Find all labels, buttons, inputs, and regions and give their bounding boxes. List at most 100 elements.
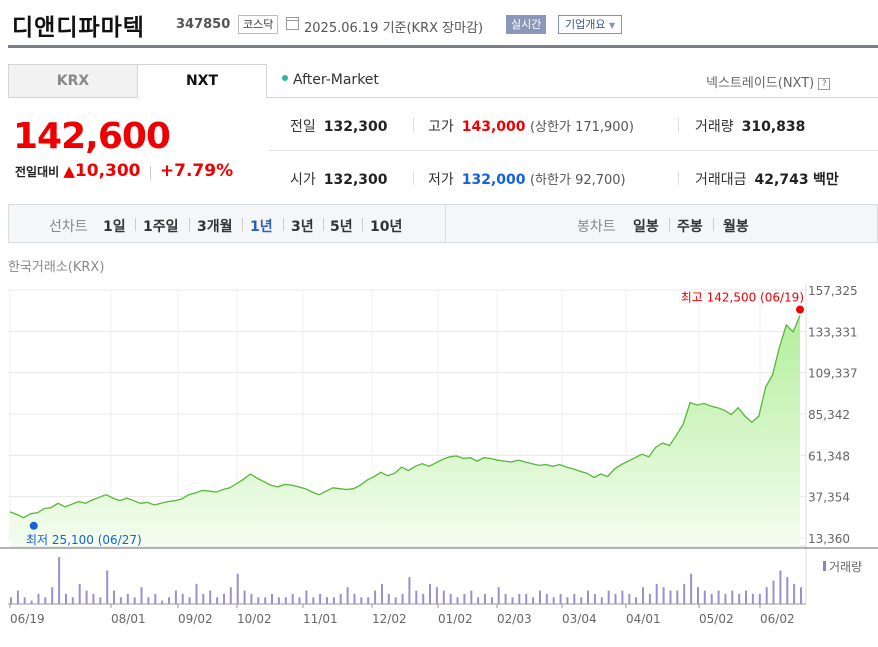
stat-value: 143,000 [461, 119, 526, 135]
y-tick-label: 133,331 [808, 325, 858, 339]
volume-bar [731, 590, 734, 604]
volume-bar [779, 570, 782, 604]
x-tick-label: 03/04 [562, 612, 597, 626]
volume-bar [257, 597, 260, 604]
volume-bar [188, 597, 191, 604]
volume-bar [85, 590, 88, 604]
tab-divider [266, 97, 878, 98]
stat-unit: 백만 [813, 172, 839, 188]
volume-bar [243, 590, 246, 604]
volume-bar [353, 593, 356, 604]
candle-monthly[interactable]: 월봉 [723, 219, 749, 235]
volume-bar [30, 600, 33, 604]
candle-daily[interactable]: 일봉 [633, 219, 659, 235]
period-1d[interactable]: 1일 [103, 219, 126, 235]
volume-bar [140, 587, 143, 604]
volume-bar [209, 590, 212, 604]
stat-value: 132,300 [323, 172, 388, 188]
stat-value: 132,000 [461, 172, 526, 188]
period-3y[interactable]: 3년 [291, 219, 314, 235]
volume-bar [662, 587, 665, 604]
volume-bar [532, 597, 535, 604]
volume-bar [250, 593, 253, 604]
volume-bar [772, 580, 775, 604]
market-tabs: KRX NXT [8, 64, 268, 98]
divider [669, 218, 670, 231]
y-axis: 157,325 133,331 109,337 85,342 61,348 37,354 1… [808, 284, 858, 546]
volume-bar [484, 593, 486, 604]
base-date: 2025.06.19 기준(KRX 장마감) [304, 21, 484, 36]
min-label: 최저 25,100 (06/27) [26, 533, 142, 547]
volume-bar [387, 593, 390, 604]
help-icon[interactable]: ? [818, 77, 831, 90]
volume-bar [332, 597, 335, 604]
volume-bar [614, 593, 617, 604]
change-label: 전일대비 [15, 165, 60, 179]
volume-bar [126, 593, 129, 604]
volume-bar [298, 597, 301, 604]
volume-bar [422, 593, 425, 604]
stat-prev-close: 전일 132,300 [290, 116, 388, 136]
volume-bar [786, 577, 789, 604]
volume-bar [10, 597, 12, 604]
volume-bar [593, 593, 596, 604]
x-tick-label: 02/03 [497, 612, 532, 626]
volume-legend-swatch [823, 561, 826, 571]
volume-bar [216, 597, 219, 604]
volume-bar [147, 597, 150, 604]
candle-weekly[interactable]: 주봉 [677, 219, 703, 235]
volume-bar [305, 590, 308, 604]
volume-bar [264, 597, 267, 604]
volume-bar [291, 593, 294, 604]
x-axis: 06/19 08/01 09/02 10/02 11/01 12/02 01/02 02/03… [9, 604, 795, 626]
volume-bar [648, 593, 651, 604]
volume-legend: 거래량 [829, 560, 862, 574]
chart-period-bar: 선차트 1일 1주일 3개월 1년 3년 5년 10년 봉차트 일봉 주봉 월봉 [8, 204, 878, 243]
stat-turnover: 거래대금 42,743 백만 [695, 169, 839, 189]
volume-bar [65, 593, 67, 604]
volume-bar [566, 597, 569, 604]
x-tick-label: 08/01 [111, 612, 146, 626]
volume-bar [71, 597, 74, 604]
volume-bar [174, 590, 177, 604]
quote-stats: 전일 132,300 고가 143,000 (상한가 171,900) 거래량 310… [268, 98, 878, 202]
stat-value: 132,300 [323, 119, 388, 135]
period-1w[interactable]: 1주일 [143, 219, 179, 235]
stats-divider [268, 150, 878, 151]
volume-bar [442, 590, 445, 604]
volume-bar [23, 597, 26, 604]
stat-value: 310,838 [741, 119, 806, 135]
price-line [9, 315, 801, 519]
calendar-icon [286, 17, 299, 30]
period-5y[interactable]: 5년 [330, 219, 353, 235]
divider [445, 205, 446, 242]
volume-bar [312, 597, 315, 604]
nxt-link[interactable]: 넥스트레이드(NXT)? [706, 72, 831, 91]
volume-bar [429, 583, 431, 604]
tab-krx[interactable]: KRX [8, 64, 138, 98]
volume-bar [271, 593, 273, 604]
stat-label: 전일 [290, 119, 316, 135]
volume-bar [793, 583, 796, 604]
stat-label: 시가 [290, 172, 316, 188]
company-overview-dropdown[interactable]: 기업개요 ▼ [558, 15, 623, 34]
volume-bar [635, 597, 638, 604]
volume-bar [78, 583, 81, 604]
volume-bar [16, 590, 19, 604]
volume-bar [154, 593, 157, 604]
x-tick-label: 09/02 [178, 612, 213, 626]
divider [283, 218, 284, 231]
session-label: After-Market [293, 72, 379, 88]
upper-limit: (상한가 171,900) [529, 120, 634, 135]
y-tick-label: 85,342 [808, 408, 850, 422]
tab-nxt[interactable]: NXT [137, 64, 267, 98]
stock-name: 디앤디파마텍 [12, 15, 145, 41]
caret-down-icon: ▼ [608, 21, 616, 30]
period-3m[interactable]: 3개월 [197, 219, 233, 235]
period-10y[interactable]: 10년 [370, 219, 403, 235]
period-1y[interactable]: 1년 [250, 219, 273, 235]
divider [135, 218, 136, 231]
realtime-button[interactable]: 실시간 [506, 15, 547, 34]
volume-bar [490, 597, 493, 604]
